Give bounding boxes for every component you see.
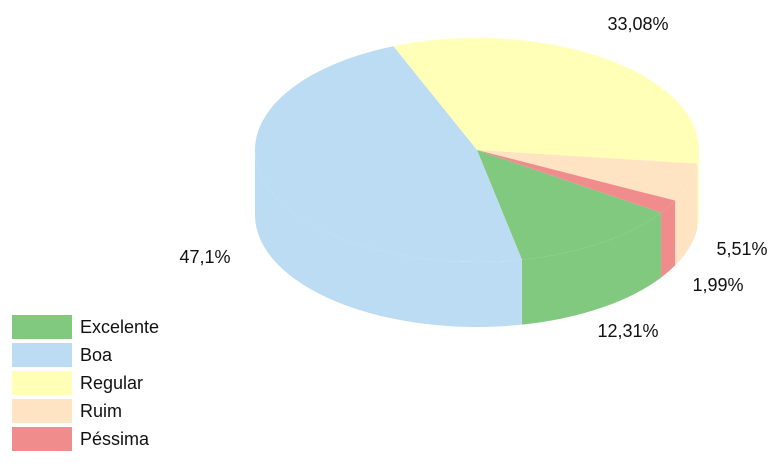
data-label: 1,99%	[692, 275, 743, 295]
pie-side	[675, 163, 698, 266]
data-label: 47,1%	[179, 247, 230, 267]
legend-label: Boa	[80, 345, 113, 365]
legend-label: Ruim	[80, 401, 122, 421]
data-label: 33,08%	[607, 14, 668, 34]
pie-slice	[477, 150, 698, 201]
pie-slice	[393, 38, 699, 164]
pie-side	[254, 150, 522, 327]
pie-side	[521, 212, 662, 325]
data-label: 12,31%	[597, 321, 658, 341]
legend-swatch	[12, 399, 72, 423]
legend-label: Regular	[80, 373, 143, 393]
legend-swatch	[12, 315, 72, 339]
legend-swatch	[12, 427, 72, 451]
data-label: 5,51%	[716, 239, 767, 259]
pie-side	[661, 200, 676, 278]
pie-slice	[254, 46, 522, 263]
legend-label: Péssima	[80, 429, 150, 449]
pie-side	[697, 150, 699, 229]
pie-slice	[477, 150, 662, 260]
legend-swatch	[12, 371, 72, 395]
pie-slice	[477, 150, 676, 213]
legend-swatch	[12, 343, 72, 367]
legend-label: Excelente	[80, 317, 159, 337]
